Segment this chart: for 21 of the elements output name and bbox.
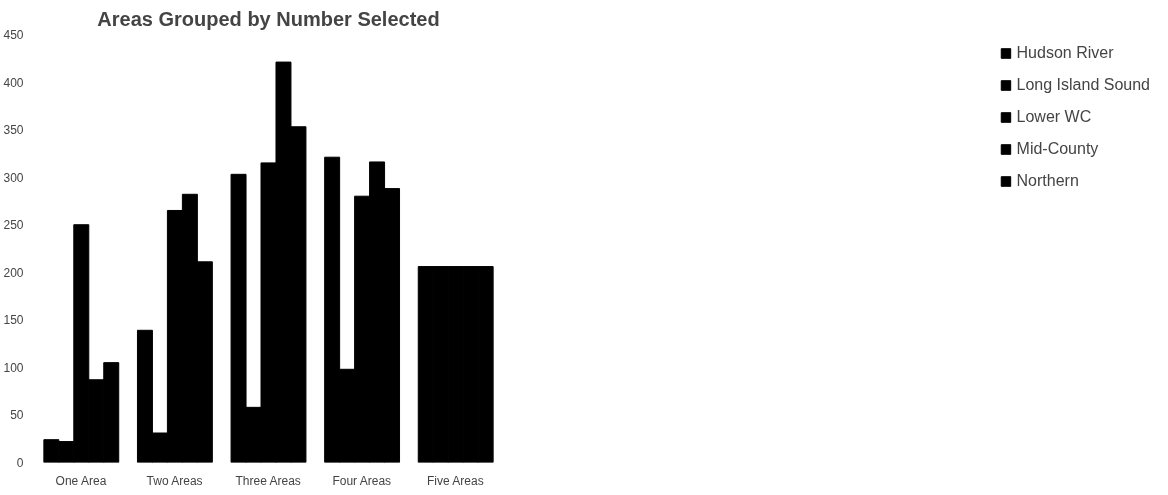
legend-label: Long Island Sound: [1016, 76, 1150, 94]
legend-label: Hudson River: [1016, 44, 1114, 62]
y-tick-label: 200: [3, 265, 24, 280]
chart-title: Areas Grouped by Number Selected: [97, 7, 440, 30]
x-tick-label: One Area: [55, 473, 107, 488]
legend-label: Northern: [1016, 172, 1079, 190]
y-tick-label: 400: [3, 75, 24, 90]
y-tick-label: 100: [3, 360, 24, 375]
x-tick-label: Five Areas: [427, 473, 484, 488]
y-tick-label: 450: [3, 28, 24, 42]
y-tick-label: 300: [3, 170, 24, 185]
y-tick-label: 250: [3, 218, 24, 233]
x-tick-label: Three Areas: [235, 473, 301, 488]
y-tick-label: 350: [3, 123, 24, 138]
legend-label: Lower WC: [1016, 108, 1092, 126]
x-tick-label: Two Areas: [146, 473, 203, 488]
y-tick-label: 150: [3, 313, 24, 328]
x-tick-label: Four Areas: [332, 473, 392, 488]
y-tick-label: 0: [16, 456, 24, 470]
legend-label: Mid-County: [1016, 140, 1099, 158]
y-tick-label: 50: [10, 408, 24, 423]
